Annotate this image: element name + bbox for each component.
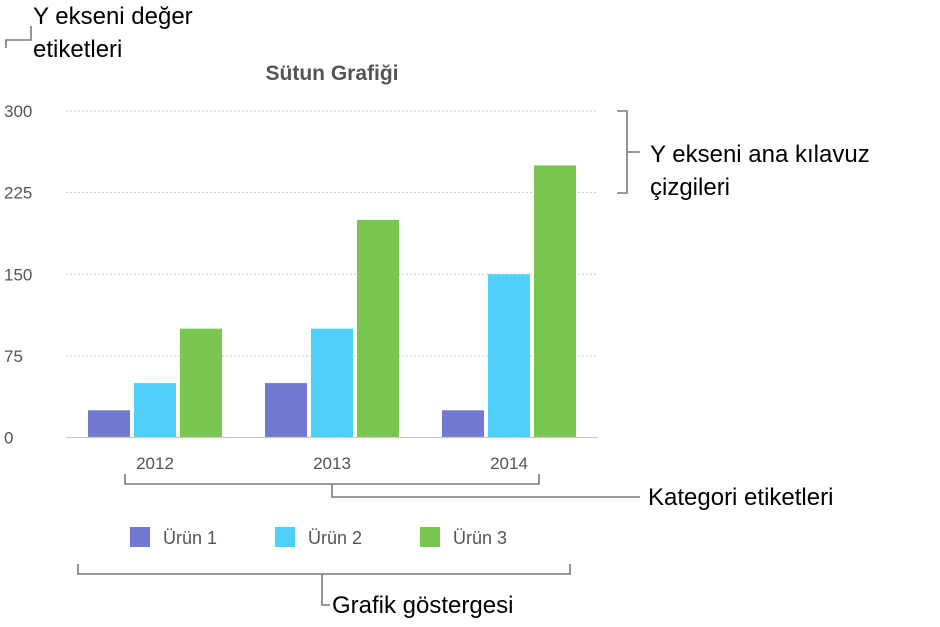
bar [88,410,130,438]
y-tick-label: 300 [4,102,32,121]
legend-swatch [420,527,440,547]
callout-y-value-labels-line2: etiketleri [33,36,122,63]
y-tick-label: 75 [4,347,23,366]
callout-y-value-labels-pointer [5,26,32,48]
legend-label: Ürün 3 [453,528,507,548]
bar [311,328,353,438]
bar [265,383,307,438]
legend-swatch [275,527,295,547]
callout-y-gridlines-line2: çizgileri [650,174,730,201]
y-tick-label: 225 [4,184,32,203]
bar [442,410,484,438]
legend-label: Ürün 2 [308,528,362,548]
x-tick-label: 2012 [136,454,174,473]
legend-swatch [130,527,150,547]
bar [134,383,176,438]
callout-legend: Grafik göstergesi [332,592,513,619]
y-tick-label: 0 [4,429,13,448]
y-axis-tick-labels: 0 75 150 225 300 [4,102,32,448]
x-axis-category-labels: 2012 2013 2014 [136,454,528,473]
bars [88,165,576,438]
callout-category-labels: Kategori etiketleri [648,484,833,511]
x-tick-label: 2013 [313,454,351,473]
callout-category-labels-bracket [124,474,640,498]
bar [488,274,530,438]
callout-y-gridlines-bracket [617,110,640,194]
bar [534,165,576,438]
legend-label: Ürün 1 [163,528,217,548]
x-tick-label: 2014 [490,454,528,473]
bar [180,328,222,438]
callout-legend-bracket [77,564,571,606]
callout-y-value-labels-line1: Y ekseni değer [33,3,193,30]
callout-y-gridlines-line1: Y ekseni ana kılavuz [650,141,870,168]
y-tick-label: 150 [4,265,32,284]
bar [357,219,399,438]
chart-title: Sütun Grafiği [266,62,399,85]
chart-legend: Ürün 1 Ürün 2 Ürün 3 [130,527,507,548]
